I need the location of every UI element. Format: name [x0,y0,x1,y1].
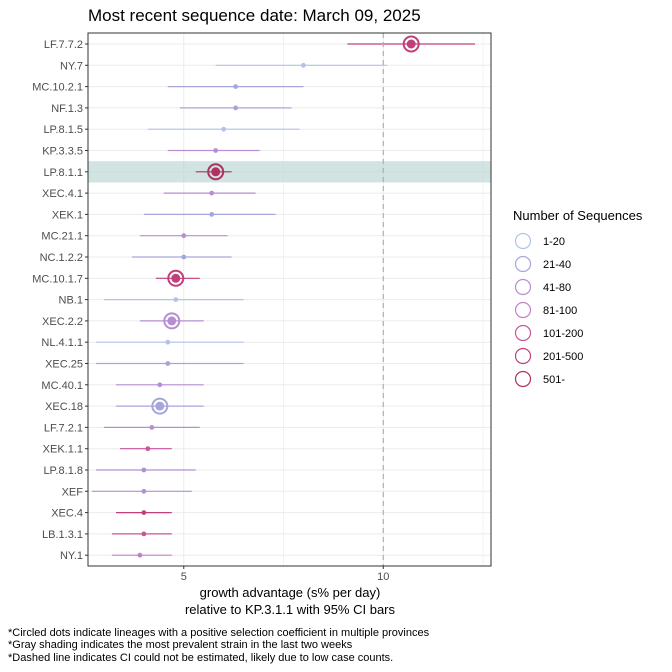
data-point [157,382,163,388]
selection-circle [163,312,181,330]
y-tick-label: XEC.25 [45,359,83,371]
data-point [141,467,147,473]
data-point [171,273,181,283]
data-point [141,531,147,537]
legend-key [514,347,532,365]
data-point [165,361,171,366]
selection-circle [402,35,420,53]
data-point [181,254,187,260]
y-tick-label: XEC.18 [45,401,83,413]
data-point [211,167,221,177]
legend-label: 101-200 [543,328,583,340]
data-point [233,84,239,89]
selection-circle [207,163,225,181]
legend-key [514,301,532,319]
legend-label: 1-20 [543,236,565,248]
y-tick-label: LB.1.3.1 [42,529,83,541]
data-point [145,446,151,452]
y-tick-label: MC.10.2.1 [32,82,83,94]
y-tick-label: NL.4.1.1 [41,337,83,349]
legend-label: 201-500 [543,351,583,363]
legend-label: 81-100 [543,305,577,317]
data-point [155,401,165,411]
data-point [221,126,227,132]
data-point [167,316,177,326]
y-tick-label: MC.21.1 [41,231,83,243]
chart-title: Most recent sequence date: March 09, 202… [88,6,421,25]
y-tick-labels: LF.7.7.2 NY.7 MC.10.2.1 NF.1.3 LP.8.1.5 KP.3.… [32,39,88,562]
y-tick-label: LF.7.2.1 [44,422,83,434]
y-tick-label: XEK.1.1 [43,444,83,456]
y-tick-label: XEC.2.2 [42,316,83,328]
data-point [149,425,155,430]
x-axis-label-line2: relative to KP.3.1.1 with 95% CI bars [185,602,396,617]
data-point [301,62,306,68]
legend-label: 21-40 [543,259,571,271]
data-point [233,105,239,111]
y-tick-label: XEF [62,486,84,498]
y-tick-label: NC.1.2.2 [40,252,83,264]
y-tick-label: KP.3.3.5 [42,146,83,158]
x-axis-label-line1: growth advantage (s% per day) [200,585,381,600]
y-tick-label: LP.8.1.5 [43,124,83,136]
x-tick-label: 10 [377,571,389,583]
data-point [213,148,219,153]
data-point [209,190,215,196]
y-tick-label: NY.7 [60,60,83,72]
legend-key [514,278,532,296]
footnote-1: *Circled dots indicate lineages with a p… [8,627,430,639]
legend-key [514,324,532,342]
y-tick-label: LP.8.1.8 [43,465,83,477]
legend-title: Number of Sequences [513,208,643,223]
legend-items: 1-20 21-40 41-80 81-100 101-200 201-500 501- [514,232,583,388]
data-point [181,233,187,239]
legend-key [514,255,532,273]
footnote-2: *Gray shading indicates the most prevale… [8,639,353,651]
data-point [141,510,147,515]
data-point [406,39,416,49]
y-tick-label: NF.1.3 [51,103,83,115]
points [137,35,420,558]
y-tick-label: MC.10.1.7 [32,273,83,285]
data-point [137,552,143,558]
y-tick-label: LP.8.1.1 [43,167,83,179]
y-tick-label: XEC.4 [51,508,83,520]
selection-circle [151,397,169,415]
data-point [173,297,179,302]
y-tick-label: MC.40.1 [41,380,83,392]
data-point [165,339,171,345]
y-tick-label: LF.7.7.2 [44,39,83,51]
x-tick-labels: 5 10 [181,566,389,583]
x-tick-label: 5 [181,571,187,583]
y-tick-label: NB.1 [59,295,83,307]
selection-circle [167,269,185,287]
legend-label: 41-80 [543,282,571,294]
y-tick-label: XEK.1 [52,209,83,221]
data-point [209,212,215,217]
legend-key [514,232,532,250]
most-prevalent-highlight-band [88,161,491,183]
legend-label: 501- [543,374,565,386]
y-tick-label: NY.1 [60,550,83,562]
legend: Number of Sequences 1-20 21-40 41-80 81-100… [513,208,643,388]
y-tick-label: XEC.4.1 [42,188,83,200]
footnote-3: *Dashed line indicates CI could not be e… [8,652,393,664]
legend-key [514,370,532,388]
data-point [141,488,147,494]
